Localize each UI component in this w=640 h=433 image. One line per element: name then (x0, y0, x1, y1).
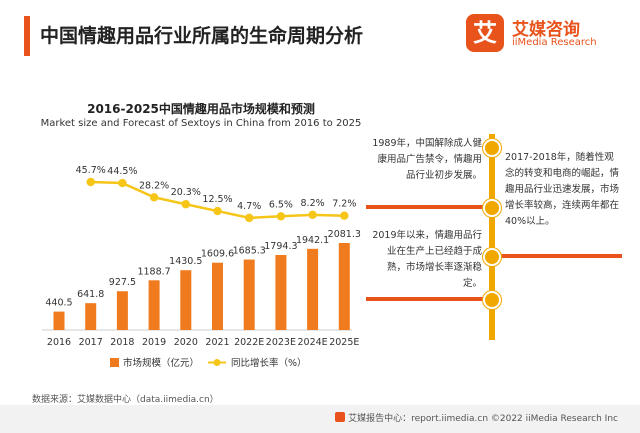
iimedia-logo: 艾 艾媒咨询 iiMedia Research (466, 14, 626, 54)
chart-subtitle: Market size and Forecast of Sextoys in C… (40, 118, 362, 129)
bar-label-2017: 641.8 (77, 289, 104, 300)
growth-point-2021 (213, 206, 222, 216)
x-tick-2022E: 2022E (234, 337, 264, 348)
bar-2018 (116, 291, 128, 330)
bar-label-2022E: 1685.3 (233, 246, 266, 257)
x-tick-2016: 2016 (47, 337, 71, 348)
growth-label-2019: 28.2% (139, 180, 169, 191)
growth-label-2017: 45.7% (76, 165, 106, 176)
x-tick-2018: 2018 (110, 337, 134, 348)
growth-label-2025E: 7.2% (332, 199, 356, 210)
x-tick-2024E: 2024E (298, 337, 328, 348)
bar-label-2024E: 1942.1 (296, 235, 329, 246)
timeline-dot (483, 199, 501, 217)
logo-name-cn: 艾媒咨询 (512, 20, 580, 40)
growth-label-2022E: 4.7% (237, 201, 261, 212)
x-tick-2023E: 2023E (266, 337, 296, 348)
growth-point-2023E (276, 212, 286, 221)
legend-bar-label: 市场规模（亿元） (123, 357, 199, 369)
growth-point-2019 (149, 193, 159, 202)
bar-2021 (212, 262, 223, 330)
bar-2024E (307, 248, 319, 330)
timeline-connector-3 (366, 297, 492, 301)
timeline-event-2019: 2019年以来，情趣用品行业在生产上已经趋于成熟，市场增长率逐渐稳定。 (372, 230, 482, 289)
bar-2017 (85, 303, 97, 330)
bar-label-2016: 440.5 (45, 298, 72, 309)
bar-label-2019: 1188.7 (137, 266, 170, 277)
bar-2022E (243, 259, 255, 330)
timeline-dot (483, 248, 501, 266)
growth-label-2018: 44.5% (107, 166, 137, 177)
bar-label-2021: 1609.6 (201, 249, 234, 260)
legend-line-label: 同比增长率（%） (231, 357, 307, 369)
x-tick-2019: 2019 (142, 337, 166, 348)
growth-point-2025E (340, 211, 349, 220)
timeline-line (489, 134, 495, 340)
growth-label-2023E: 6.5% (269, 199, 293, 210)
footer-text: 艾媒报告中心：report.iimedia.cn ©2022 iiMedia R… (335, 411, 618, 424)
x-tick-2020: 2020 (174, 337, 198, 348)
timeline-dot (483, 139, 501, 157)
page-title: 中国情趣用品行业所属的生命周期分析 (40, 25, 364, 47)
growth-label-2021: 12.5% (202, 194, 232, 205)
growth-point-2018 (118, 178, 127, 188)
bar-2016 (53, 311, 65, 330)
footer-credit: 艾媒报告中心：report.iimedia.cn ©2022 iiMedia R… (348, 414, 618, 424)
bar-2025E (338, 243, 350, 330)
bar-label-2020: 1430.5 (169, 256, 202, 267)
timeline-event-2017: 2017-2018年，随着性观念的转变和电商的崛起，情趣用品行业迅速发展，市场增… (505, 152, 620, 227)
timeline-connector-2 (492, 254, 622, 258)
legend-line-marker (213, 359, 221, 366)
bar-2020 (180, 270, 192, 330)
timeline-event-1989: 1989年，中国解除成人健康用品广告禁令，情趣用品行业初步发展。 (372, 138, 482, 181)
timeline-connector-1 (366, 205, 492, 209)
growth-point-2020 (181, 200, 190, 209)
timeline-dot (483, 291, 501, 309)
x-tick-2017: 2017 (79, 337, 103, 348)
chart-title: 2016-2025中国情趣用品市场规模和预测 (87, 102, 315, 116)
bar-label-2018: 927.5 (109, 277, 136, 288)
report-center-icon (335, 412, 346, 422)
growth-label-2020: 20.3% (171, 187, 201, 198)
x-tick-2025E: 2025E (329, 337, 359, 348)
growth-point-2022E (245, 213, 254, 223)
market-size-chart: 440.5 2016 641.8 2017 927.5 2018 1188.7 2019 143… (42, 165, 361, 369)
bar-label-2023E: 1794.3 (264, 241, 297, 252)
bar-label-2025E: 2081.3 (328, 229, 361, 240)
growth-point-2024E (308, 210, 317, 220)
logo-name-en: iiMedia Research (512, 37, 597, 48)
bar-2023E (275, 254, 287, 330)
growth-point-2017 (86, 177, 95, 187)
growth-label-2024E: 8.2% (301, 198, 325, 209)
x-tick-2021: 2021 (205, 337, 229, 348)
footer: 艾媒报告中心：report.iimedia.cn ©2022 iiMedia R… (0, 405, 640, 433)
logo-mark: 艾 (466, 14, 504, 52)
title-accent-bar (24, 16, 30, 56)
bar-2019 (148, 280, 160, 330)
data-source: 数据来源：艾媒数据中心（data.iimedia.cn） (32, 395, 219, 405)
legend-bar-swatch (110, 358, 119, 367)
